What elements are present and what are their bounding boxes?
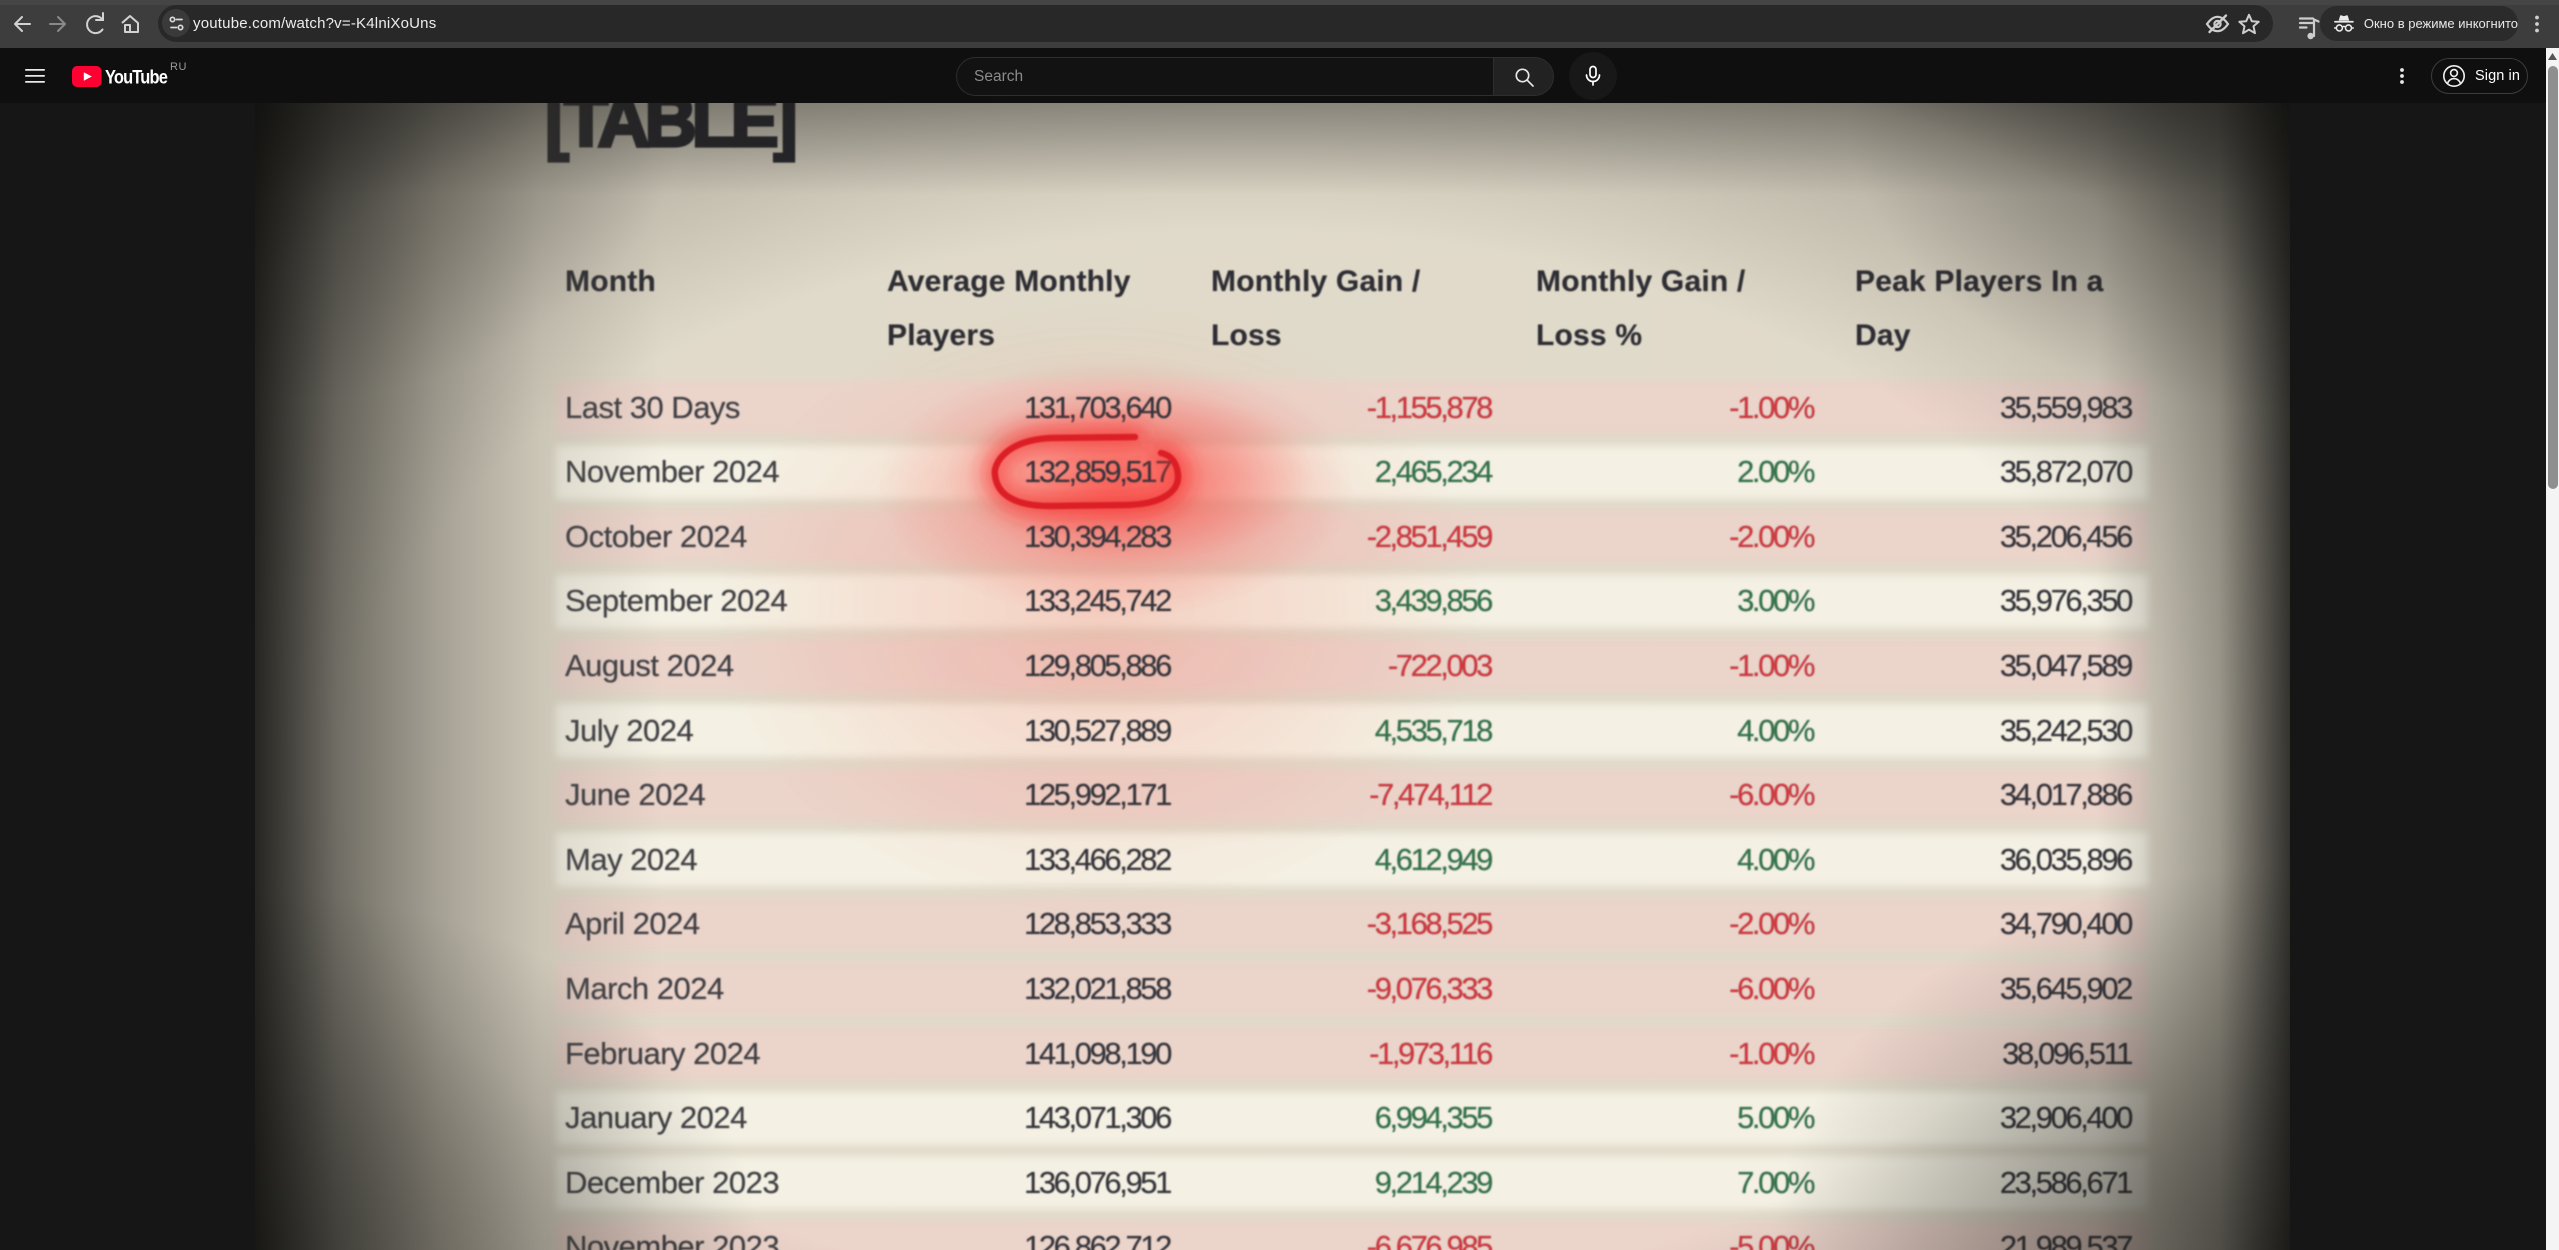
svg-text:YouTube: YouTube	[105, 66, 168, 88]
